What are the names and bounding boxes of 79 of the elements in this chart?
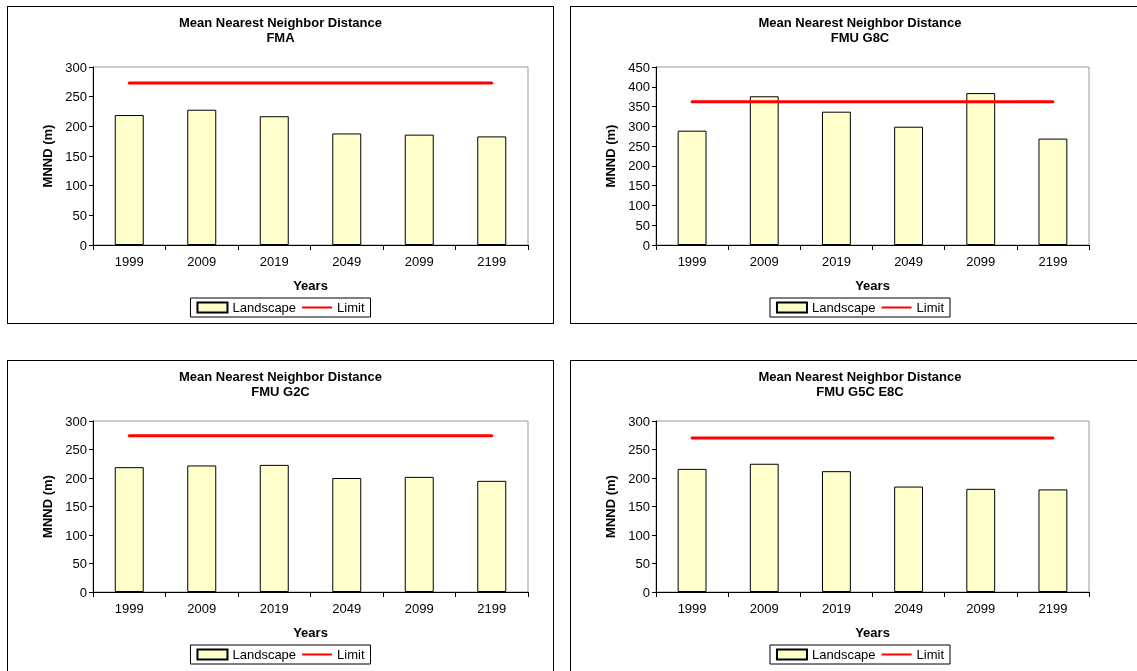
x-tick-label: 2099: [966, 254, 996, 269]
legend-label: Limit: [337, 300, 365, 315]
x-tick-label: 2199: [1038, 254, 1068, 269]
x-tick-label: 2019: [259, 254, 289, 269]
y-tick-label: 450: [628, 59, 650, 75]
y-tick-label: 150: [65, 499, 87, 514]
x-tick-label: 1999: [114, 254, 144, 269]
chart-subtitle: FMU G8C: [830, 30, 890, 45]
x-tick-label: 2009: [749, 254, 779, 269]
y-tick-label: 0: [79, 237, 87, 253]
y-tick-label: 50: [72, 207, 87, 223]
y-tick-label: 100: [65, 527, 87, 543]
y-tick-label: 300: [65, 59, 87, 75]
legend-label: Limit: [337, 647, 365, 662]
x-tick-label: 2049: [332, 601, 362, 616]
y-tick-label: 200: [65, 470, 87, 486]
y-tick-label: 350: [628, 99, 650, 115]
y-tick-label: 0: [79, 584, 87, 600]
chart-title: Mean Nearest Neighbor Distance: [178, 15, 383, 30]
y-tick-label: 150: [65, 148, 87, 164]
y-tick-label: 300: [628, 413, 650, 429]
x-tick-label: 2019: [821, 254, 851, 269]
x-tick-label: 2199: [477, 254, 507, 269]
legend-label: Limit: [916, 300, 945, 315]
y-tick-label: 250: [65, 89, 87, 105]
y-axis-title: MNND (m): [40, 124, 56, 188]
y-tick-label: 100: [65, 178, 87, 194]
y-tick-label: 250: [628, 138, 650, 154]
legend-label: Landscape: [811, 647, 876, 662]
y-axis-title: MNND (m): [603, 124, 619, 188]
y-tick-label: 100: [628, 197, 650, 213]
x-tick-label: 2049: [894, 601, 924, 616]
y-tick-label: 200: [65, 118, 87, 134]
chart-title: Mean Nearest Neighbor Distance: [178, 369, 383, 384]
x-tick-label: 2199: [477, 601, 507, 616]
y-tick-label: 100: [628, 527, 650, 543]
x-tick-label: 2099: [966, 601, 996, 616]
x-tick-label: 2009: [187, 601, 217, 616]
chart-subtitle: FMA: [266, 30, 296, 45]
x-tick-label: 2049: [332, 254, 362, 269]
x-tick-label: 2099: [404, 601, 434, 616]
x-tick-label: 2199: [1038, 601, 1068, 616]
x-axis-title: Years: [293, 278, 328, 293]
y-tick-label: 50: [635, 217, 650, 233]
x-tick-label: 2009: [187, 254, 217, 269]
x-axis-title: Years: [293, 625, 328, 640]
y-tick-label: 150: [628, 499, 650, 514]
x-tick-label: 2009: [749, 601, 779, 616]
y-tick-label: 50: [72, 556, 87, 571]
x-axis-title: Years: [855, 278, 890, 293]
chart-title: Mean Nearest Neighbor Distance: [758, 369, 962, 384]
y-tick-label: 200: [628, 158, 650, 174]
x-tick-label: 2019: [821, 601, 851, 616]
chart-title: Mean Nearest Neighbor Distance: [758, 15, 962, 30]
y-tick-label: 0: [642, 237, 650, 253]
legend-label: Landscape: [811, 300, 876, 315]
legend-label: Limit: [916, 647, 945, 662]
y-tick-label: 150: [628, 178, 650, 194]
y-tick-label: 300: [628, 118, 650, 134]
y-tick-label: 250: [65, 442, 87, 457]
y-tick-label: 400: [628, 79, 650, 95]
y-tick-label: 0: [642, 584, 650, 600]
chart-subtitle: FMU G2C: [251, 384, 311, 399]
x-axis-title: Years: [855, 625, 890, 640]
legend-label: Landscape: [232, 300, 297, 315]
x-tick-label: 2049: [894, 254, 924, 269]
y-tick-label: 250: [628, 442, 650, 457]
x-tick-label: 1999: [677, 601, 707, 616]
x-tick-label: 2019: [259, 601, 289, 616]
y-tick-label: 50: [635, 556, 650, 571]
y-axis-title: MNND (m): [603, 475, 619, 538]
legend-label: Landscape: [232, 647, 297, 662]
x-tick-label: 1999: [114, 601, 144, 616]
x-tick-label: 1999: [677, 254, 707, 269]
x-tick-label: 2099: [404, 254, 434, 269]
y-axis-title: MNND (m): [40, 475, 56, 538]
y-tick-label: 200: [628, 470, 650, 486]
chart-subtitle: FMU G5C E8C: [816, 384, 905, 399]
y-tick-label: 300: [65, 413, 87, 429]
